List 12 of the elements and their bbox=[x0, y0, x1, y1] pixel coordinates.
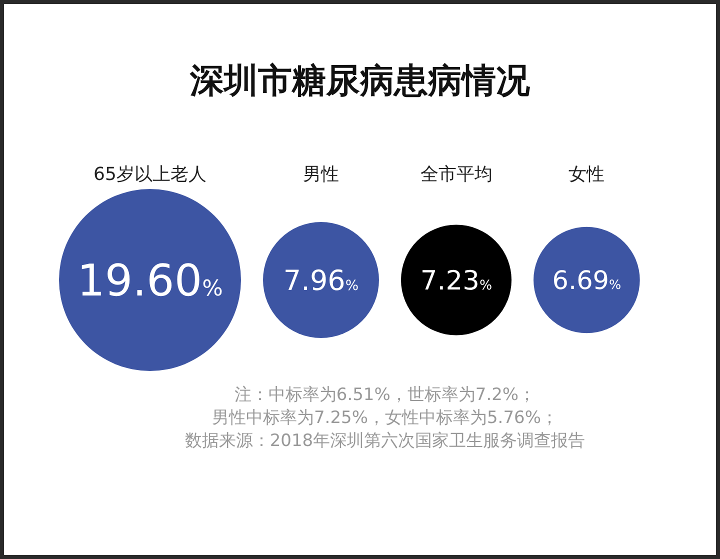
data-label: 19.60% bbox=[77, 256, 223, 307]
category-label: 女性 bbox=[568, 164, 605, 185]
data-label: 7.96% bbox=[283, 264, 359, 298]
text: 注：中标率为6.51%，世标率为7.2%； bbox=[234, 385, 536, 405]
source-note: 数据来源：2018年深圳第六次国家卫生服务调查报告 bbox=[184, 431, 586, 451]
category-label: 男性 bbox=[302, 164, 339, 185]
category-label: 65岁以上老人 bbox=[94, 164, 206, 185]
text: 男性中标率为7.25%，女性中标率为5.76%； bbox=[212, 408, 558, 428]
text: 深圳市糖尿病患病情况 bbox=[189, 61, 531, 101]
data-label: 6.69% bbox=[552, 266, 622, 296]
data-label: 7.23% bbox=[420, 266, 492, 297]
category-label: 全市平均 bbox=[420, 164, 492, 185]
